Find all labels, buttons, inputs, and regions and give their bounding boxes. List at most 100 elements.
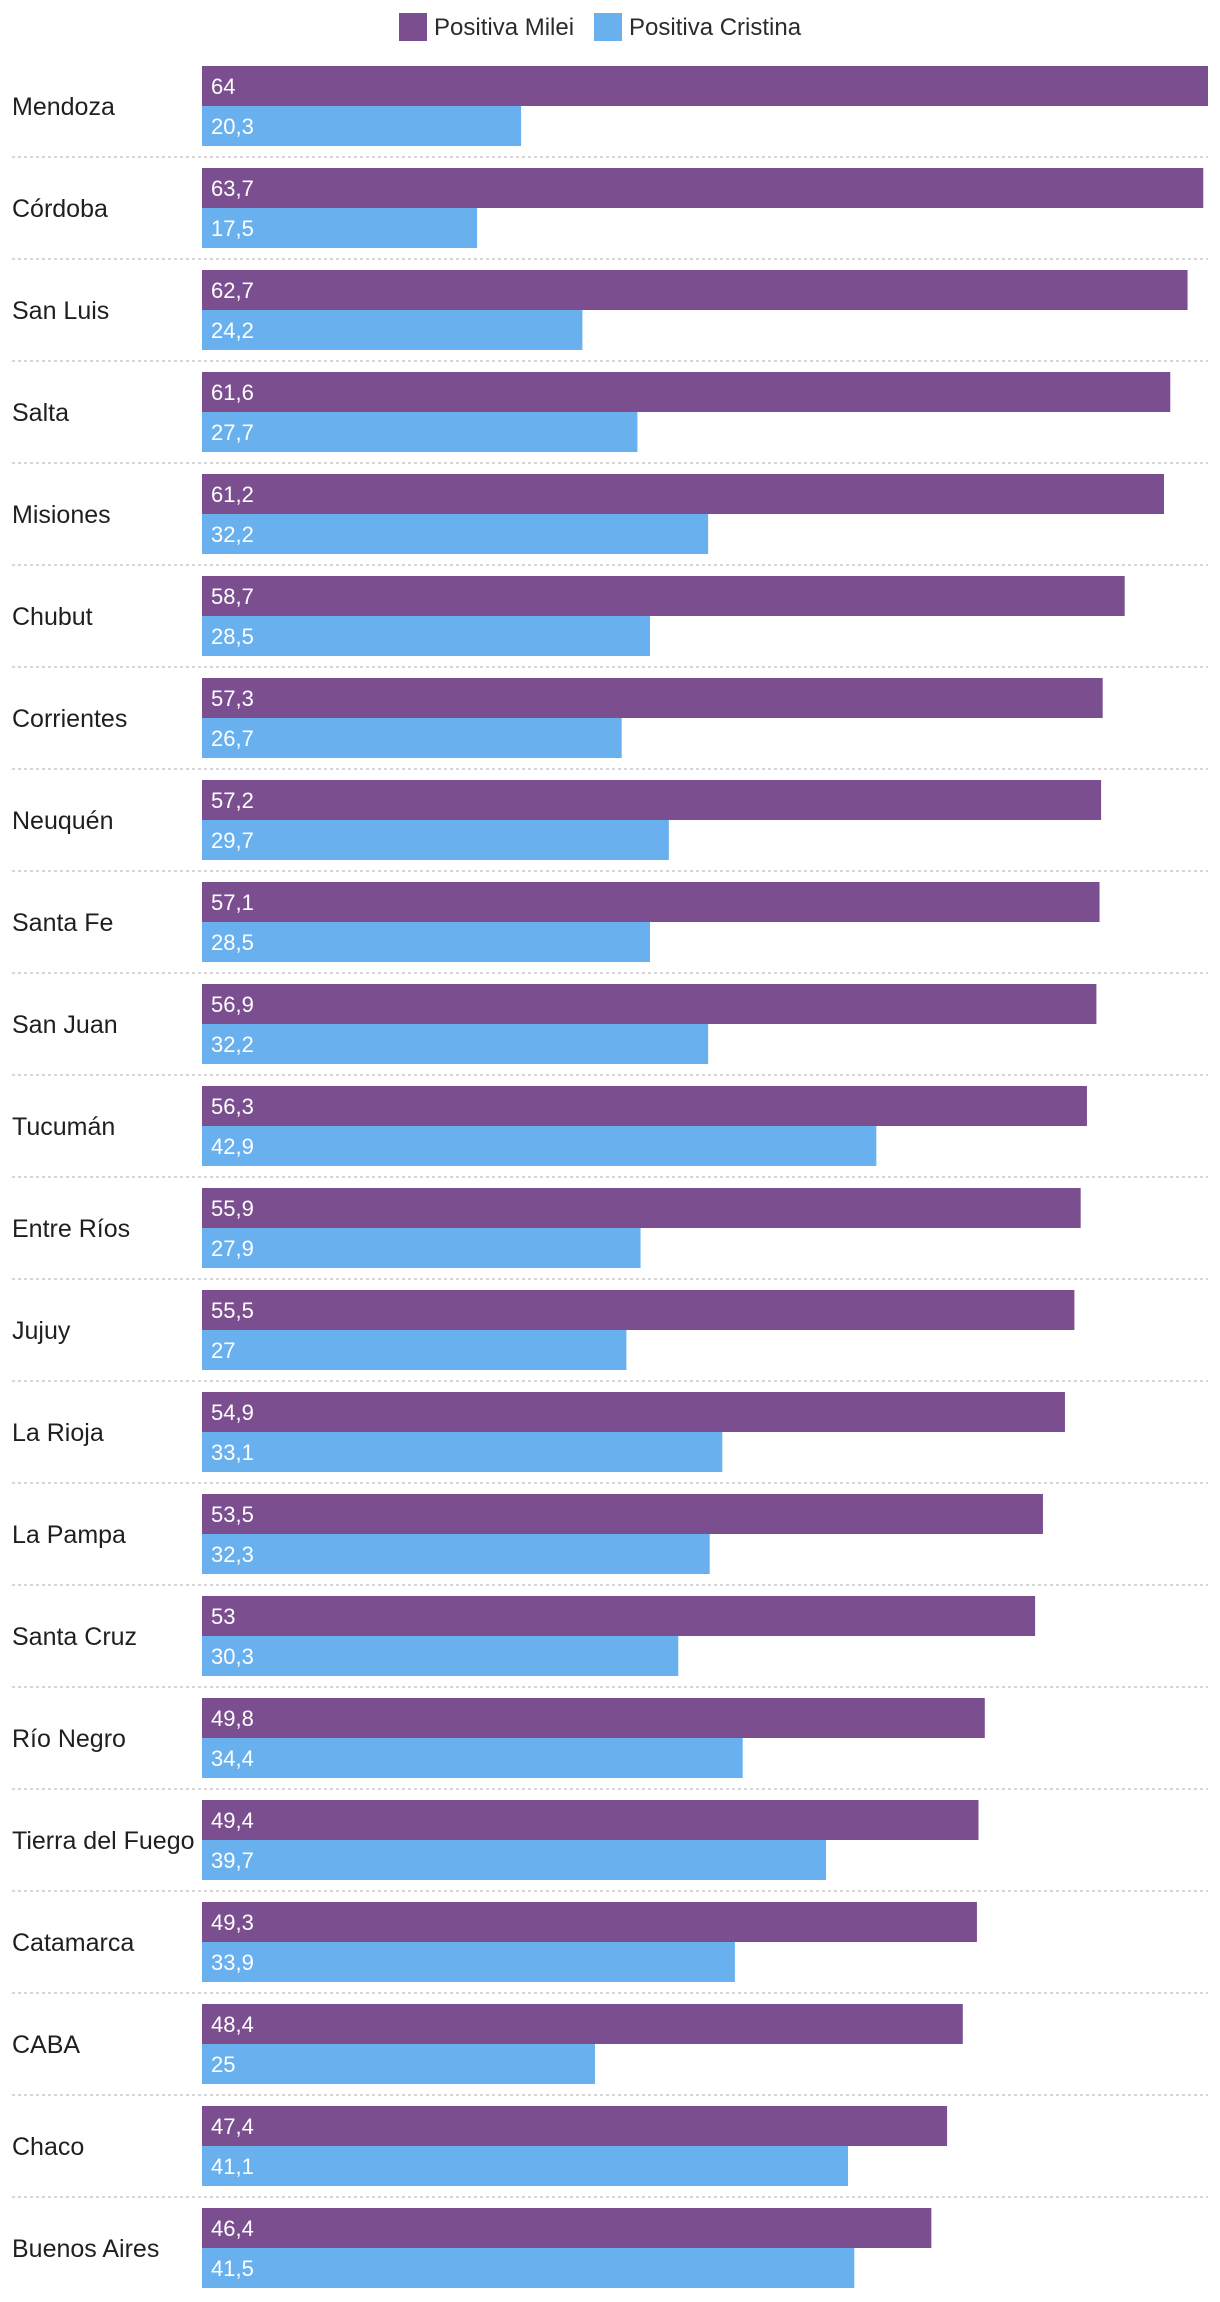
value-label-milei: 57,2 <box>211 788 254 813</box>
bar-cristina <box>202 106 522 146</box>
value-label-cristina: 28,5 <box>211 930 254 955</box>
bar-milei <box>202 1392 1065 1432</box>
value-label-milei: 46,4 <box>211 2216 254 2241</box>
bar-milei <box>202 2106 948 2146</box>
category-label: Entre Ríos <box>12 1215 130 1243</box>
category-row: Tierra del Fuego 49,4 39,7 <box>12 1800 1208 1892</box>
category-row: Chaco 47,4 41,1 <box>12 2106 1208 2198</box>
value-label-milei: 55,9 <box>211 1196 254 1221</box>
value-label-cristina: 27,9 <box>211 1236 254 1261</box>
category-label: Río Negro <box>12 1725 126 1753</box>
value-label-milei: 61,6 <box>211 380 254 405</box>
category-label: Buenos Aires <box>12 2235 159 2263</box>
value-label-cristina: 28,5 <box>211 624 254 649</box>
category-row: Córdoba 63,7 17,5 <box>12 168 1208 260</box>
legend-swatch-cristina <box>594 13 622 41</box>
bar-milei <box>202 780 1102 820</box>
bar-cristina <box>202 2044 595 2084</box>
category-label: Corrientes <box>12 705 127 733</box>
bar-milei <box>202 2004 963 2044</box>
bar-milei <box>202 1086 1087 1126</box>
category-row: Jujuy 55,5 27 <box>12 1290 1208 1382</box>
bar-cristina <box>202 1840 827 1880</box>
category-label: Jujuy <box>12 1317 71 1345</box>
category-row: La Pampa 53,5 32,3 <box>12 1494 1208 1586</box>
legend: Positiva Milei Positiva Cristina <box>399 13 802 41</box>
category-label: San Juan <box>12 1011 118 1039</box>
bar-cristina <box>202 2146 849 2186</box>
legend-label-milei: Positiva Milei <box>434 14 574 41</box>
value-label-cristina: 27 <box>211 1338 235 1363</box>
bar-cristina <box>202 922 650 962</box>
category-row: Misiones 61,2 32,2 <box>12 474 1208 566</box>
bar-milei <box>202 984 1097 1024</box>
legend-label-cristina: Positiva Cristina <box>629 14 802 41</box>
category-label: Misiones <box>12 501 111 529</box>
legend-swatch-milei <box>399 13 427 41</box>
category-row: Catamarca 49,3 33,9 <box>12 1902 1208 1994</box>
bar-milei <box>202 270 1188 310</box>
value-label-milei: 57,1 <box>211 890 254 915</box>
bar-milei <box>202 372 1171 412</box>
bar-milei <box>202 66 1208 106</box>
value-label-cristina: 20,3 <box>211 114 254 139</box>
value-label-milei: 53 <box>211 1604 235 1629</box>
category-label: CABA <box>12 2031 80 2059</box>
value-label-cristina: 32,3 <box>211 1542 254 1567</box>
value-label-cristina: 25 <box>211 2052 235 2077</box>
bar-milei <box>202 1188 1081 1228</box>
bar-milei <box>202 1494 1043 1534</box>
chart-rows: Mendoza 64 20,3 Córdoba 63,7 17,5 San Luis 62,7… <box>12 66 1208 2288</box>
value-label-milei: 48,4 <box>211 2012 254 2037</box>
category-label: Chaco <box>12 2133 84 2161</box>
bar-milei <box>202 1698 985 1738</box>
value-label-milei: 49,8 <box>211 1706 254 1731</box>
bar-milei <box>202 474 1164 514</box>
value-label-milei: 58,7 <box>211 584 254 609</box>
value-label-milei: 54,9 <box>211 1400 254 1425</box>
value-label-cristina: 41,1 <box>211 2154 254 2179</box>
value-label-milei: 49,4 <box>211 1808 254 1833</box>
bar-cristina <box>202 1228 641 1268</box>
bar-cristina <box>202 1738 743 1778</box>
value-label-milei: 55,5 <box>211 1298 254 1323</box>
category-row: Corrientes 57,3 26,7 <box>12 678 1208 770</box>
bar-milei <box>202 2208 932 2248</box>
category-row: Río Negro 49,8 34,4 <box>12 1698 1208 1790</box>
bar-milei <box>202 1800 979 1840</box>
bar-milei <box>202 1290 1075 1330</box>
bar-cristina <box>202 1942 735 1982</box>
category-row: La Rioja 54,9 33,1 <box>12 1392 1208 1484</box>
category-label: Tierra del Fuego <box>12 1827 195 1855</box>
category-row: San Juan 56,9 32,2 <box>12 984 1208 1076</box>
value-label-milei: 56,9 <box>211 992 254 1017</box>
category-label: Catamarca <box>12 1929 134 1957</box>
bar-milei <box>202 678 1103 718</box>
category-row: Tucumán 56,3 42,9 <box>12 1086 1208 1178</box>
value-label-milei: 47,4 <box>211 2114 254 2139</box>
category-row: Salta 61,6 27,7 <box>12 372 1208 464</box>
value-label-cristina: 32,2 <box>211 1032 254 1057</box>
value-label-milei: 61,2 <box>211 482 254 507</box>
category-label: Chubut <box>12 603 93 631</box>
category-row: Chubut 58,7 28,5 <box>12 576 1208 668</box>
bar-cristina <box>202 1636 679 1676</box>
bar-cristina <box>202 1432 723 1472</box>
value-label-cristina: 26,7 <box>211 726 254 751</box>
value-label-cristina: 34,4 <box>211 1746 254 1771</box>
category-label: San Luis <box>12 297 109 325</box>
category-row: CABA 48,4 25 <box>12 2004 1208 2096</box>
category-row: Mendoza 64 20,3 <box>12 66 1208 158</box>
bar-milei <box>202 576 1125 616</box>
category-row: San Luis 62,7 24,2 <box>12 270 1208 362</box>
category-label: Santa Fe <box>12 909 113 937</box>
category-label: Córdoba <box>12 195 108 223</box>
value-label-cristina: 24,2 <box>211 318 254 343</box>
value-label-milei: 56,3 <box>211 1094 254 1119</box>
category-label: La Pampa <box>12 1521 126 1549</box>
value-label-cristina: 42,9 <box>211 1134 254 1159</box>
bar-cristina <box>202 1534 710 1574</box>
category-row: Santa Fe 57,1 28,5 <box>12 882 1208 974</box>
